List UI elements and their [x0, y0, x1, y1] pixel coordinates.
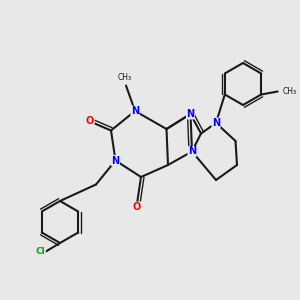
Text: Cl: Cl — [36, 248, 45, 256]
Text: CH₃: CH₃ — [282, 87, 296, 96]
Text: N: N — [111, 155, 120, 166]
Text: O: O — [132, 202, 141, 212]
Text: N: N — [131, 106, 139, 116]
Text: O: O — [86, 116, 94, 127]
Text: CH₃: CH₃ — [117, 74, 132, 82]
Text: N: N — [186, 109, 195, 119]
Text: N: N — [188, 146, 196, 157]
Text: N: N — [212, 118, 220, 128]
